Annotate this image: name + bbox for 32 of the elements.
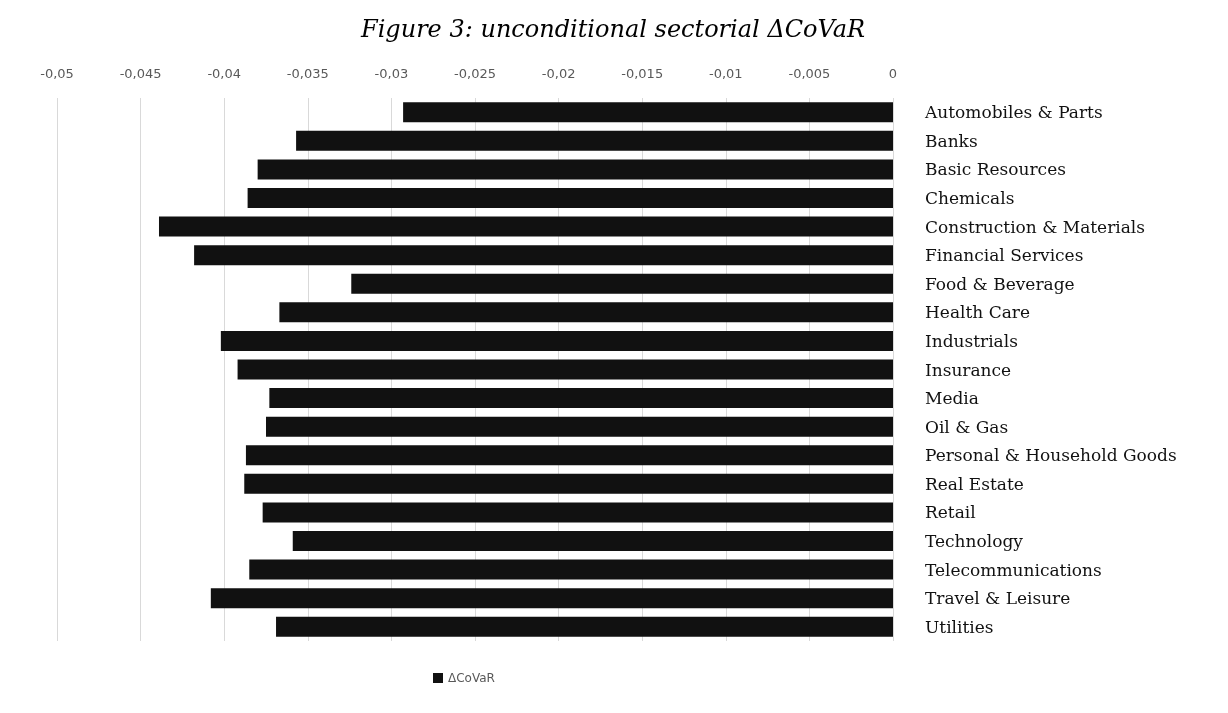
y-tick-label: Technology <box>925 530 1024 551</box>
y-tick-label: Health Care <box>925 302 1030 323</box>
x-tick-label: 0 <box>888 66 898 81</box>
x-tick-label: -0,035 <box>286 66 329 81</box>
y-tick-label: Real Estate <box>925 473 1024 494</box>
y-tick-label: Travel & Leisure <box>925 588 1071 609</box>
y-tick-label: Personal & Household Goods <box>925 445 1177 466</box>
y-tick-label: Chemicals <box>925 188 1015 209</box>
x-tick-label: -0,01 <box>708 66 743 81</box>
y-tick-label: Financial Services <box>925 245 1084 266</box>
y-tick-label: Basic Resources <box>925 159 1066 180</box>
x-tick-label: -0,005 <box>788 66 831 81</box>
y-tick-label: Oil & Gas <box>925 416 1009 437</box>
y-tick-label: Media <box>925 388 979 409</box>
y-tick-label: Retail <box>925 502 976 523</box>
x-tick-label: -0,045 <box>119 66 162 81</box>
x-tick-label: -0,025 <box>454 66 496 81</box>
y-tick-label: Telecommunications <box>925 559 1102 580</box>
y-tick-label: Industrials <box>925 330 1018 351</box>
chart-title: Figure 3: unconditional sectorial ΔCoVaR <box>359 15 866 43</box>
y-tick-label: Insurance <box>925 359 1012 380</box>
x-tick-label: -0,05 <box>40 66 74 81</box>
x-tick-label: -0,04 <box>207 66 242 81</box>
x-tick-label: -0,03 <box>374 66 409 81</box>
legend-label: ΔCoVaR <box>448 671 495 685</box>
y-tick-label: Automobiles & Parts <box>924 102 1103 123</box>
y-tick-label: Food & Beverage <box>925 273 1075 294</box>
y-tick-label: Utilities <box>925 616 994 637</box>
y-tick-label: Banks <box>925 130 978 151</box>
y-tick-label: Construction & Materials <box>925 216 1146 237</box>
x-tick-label: -0,015 <box>621 66 664 81</box>
x-tick-label: -0,02 <box>541 66 576 81</box>
